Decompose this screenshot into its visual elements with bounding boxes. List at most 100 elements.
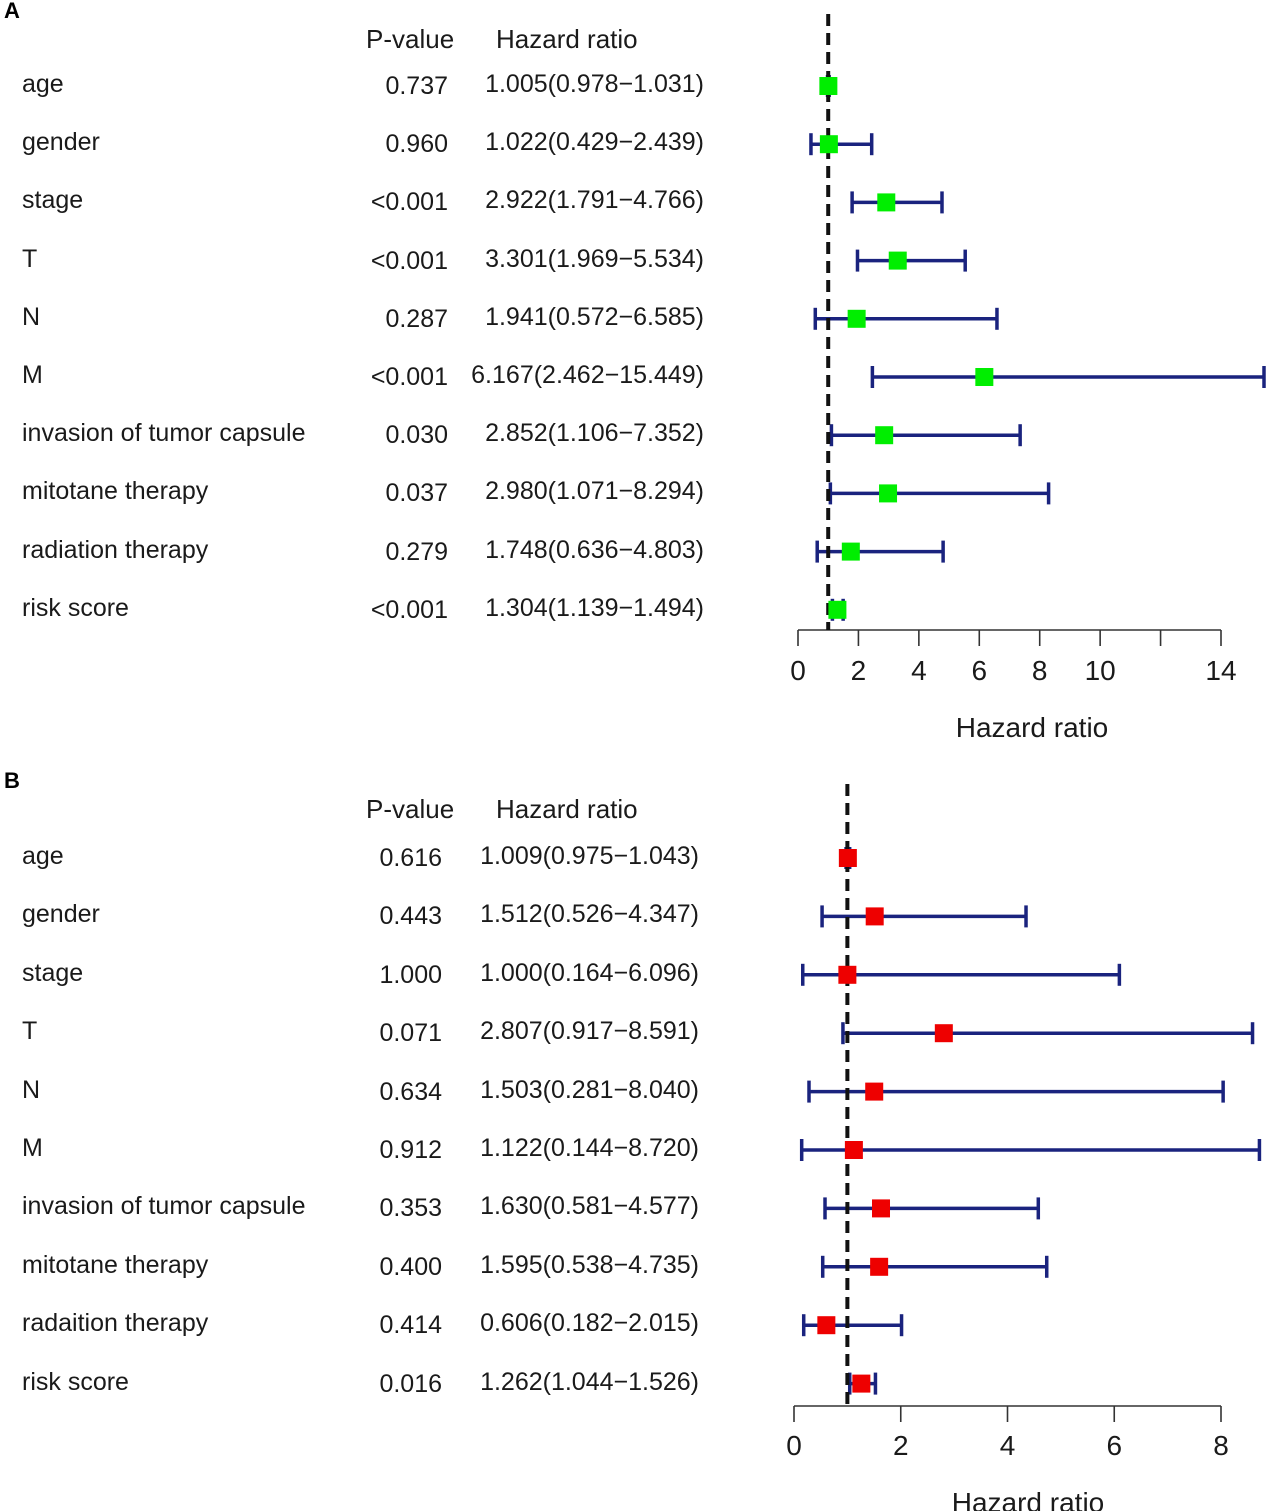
pvalue-cell: 0.616 [379,844,442,872]
hazard-ratio-cell: 1.630(0.581−4.577) [480,1192,699,1221]
hazard-ratio-marker [838,849,857,867]
table-row: gender 0.960 1.022(0.429−2.439) [0,128,760,168]
hazard-ratio-marker [847,309,866,328]
hazard-ratio-marker [934,1024,953,1043]
pvalue-cell: 0.634 [379,1077,442,1106]
variable-label: N [22,1075,41,1104]
pvalue-cell: 0.414 [379,1311,442,1340]
pvalue-cell: 0.443 [379,902,442,931]
forest-plot-panel-b: B P-value Hazard ratio age 0.616 1.009(0.9… [0,768,1267,1511]
table-row: gender 0.443 1.512(0.526−4.347) [0,900,760,940]
x-axis-title: Hazard ratio [956,712,1109,743]
pvalue-cell: 0.960 [385,130,448,159]
hazard-ratio-cell: 1.022(0.429−2.439) [485,128,704,157]
hazard-ratio-cell: 1.000(0.164−6.096) [480,958,699,987]
variable-label: M [22,361,43,389]
hazard-ratio-header: Hazard ratio [496,24,638,54]
pvalue-cell: <0.001 [370,595,448,624]
hazard-ratio-cell: 1.512(0.526−4.347) [480,900,699,929]
hazard-ratio-cell: 1.941(0.572−6.585) [485,302,704,331]
table-row: radaition therapy 0.414 0.606(0.182−2.015) [0,1309,760,1349]
hazard-ratio-cell: 1.262(1.044−1.526) [480,1367,699,1396]
pvalue-header: P-value [366,24,455,54]
hazard-ratio-cell: 1.595(0.538−4.735) [480,1250,699,1279]
hazard-ratio-marker [828,600,847,619]
pvalue-cell: 0.016 [379,1369,442,1398]
x-tick-label: 4 [1000,1430,1016,1461]
hazard-ratio-cell: 2.980(1.071−8.294) [485,477,704,506]
pvalue-cell: 0.912 [379,1136,442,1164]
x-tick-label: 6 [971,655,987,686]
x-tick-label: 8 [1213,1430,1229,1461]
variable-label: M [22,1134,43,1162]
hazard-ratio-marker [888,251,907,270]
variable-label: invasion of tumor capsule [22,419,306,448]
table-row: M 0.912 1.122(0.144−8.720) [0,1134,760,1174]
hazard-ratio-marker [844,1141,863,1159]
table-row: mitotane therapy 0.037 2.980(1.071−8.294) [0,477,760,517]
table-row: stage <0.001 2.922(1.791−4.766) [0,186,760,226]
variable-label: T [22,1017,38,1046]
hazard-ratio-marker [838,965,857,984]
panel-label: A [4,0,20,23]
table-row: T 0.071 2.807(0.917−8.591) [0,1017,760,1057]
variable-label: stage [22,186,84,215]
pvalue-cell: 0.400 [379,1252,442,1281]
hazard-ratio-marker [819,135,838,154]
hazard-ratio-cell: 2.807(0.917−8.591) [480,1017,699,1046]
variable-label: stage [22,958,84,987]
pvalue-cell: 0.353 [379,1194,442,1223]
pvalue-cell: 0.037 [385,479,448,508]
x-tick-label: 0 [786,1430,802,1461]
pvalue-cell: 1.000 [379,960,442,989]
table-row: M <0.001 6.167(2.462−15.449) [0,361,760,401]
x-tick-label: 10 [1085,655,1116,686]
hazard-ratio-cell: 1.005(0.978−1.031) [485,70,704,98]
x-tick-label: 14 [1205,655,1236,686]
hazard-ratio-cell: 3.301(1.969−5.534) [485,244,704,273]
variable-label: mitotane therapy [22,1250,209,1279]
hazard-ratio-marker [819,77,838,95]
variable-label: N [22,302,41,331]
table-row: invasion of tumor capsule 0.353 1.630(0.58… [0,1192,760,1232]
variable-label: risk score [22,593,129,622]
x-tick-label: 0 [790,655,806,686]
hazard-ratio-marker [877,193,896,212]
x-axis-title: Hazard ratio [952,1487,1105,1511]
variable-label: gender [22,128,100,157]
pvalue-cell: <0.001 [370,188,448,217]
table-row: risk score 0.016 1.262(1.044−1.526) [0,1368,760,1408]
table-row: risk score <0.001 1.304(1.139−1.494) [0,594,760,634]
hazard-ratio-marker [865,907,884,926]
hazard-ratio-marker [865,1082,884,1101]
variable-label: mitotane therapy [22,477,209,506]
variable-label: gender [22,900,100,929]
hazard-ratio-marker [975,368,994,386]
x-tick-label: 2 [893,1430,909,1461]
x-tick-label: 8 [1032,655,1048,686]
variable-label: invasion of tumor capsule [22,1192,306,1221]
pvalue-cell: <0.001 [370,363,448,391]
x-tick-label: 6 [1106,1430,1122,1461]
table-row: N 0.634 1.503(0.281−8.040) [0,1076,760,1116]
hazard-ratio-header: Hazard ratio [496,794,638,824]
hazard-ratio-cell: 0.606(0.182−2.015) [480,1309,699,1338]
hazard-ratio-marker [872,1199,891,1218]
hazard-ratio-cell: 1.748(0.636−4.803) [485,535,704,564]
variable-label: radiation therapy [22,535,209,564]
hazard-ratio-cell: 1.009(0.975−1.043) [480,842,699,870]
pvalue-cell: 0.279 [385,537,448,566]
pvalue-header: P-value [366,794,455,824]
variable-label: T [22,244,38,273]
x-tick-label: 2 [851,655,867,686]
table-row: invasion of tumor capsule 0.030 2.852(1.10… [0,419,760,459]
table-row: mitotane therapy 0.400 1.595(0.538−4.735) [0,1251,760,1291]
table-row: stage 1.000 1.000(0.164−6.096) [0,959,760,999]
hazard-ratio-marker [879,484,898,503]
hazard-ratio-marker [841,542,860,561]
forest-plot-svg: 0 2 4 6 8 10 14 Hazard ratio [790,14,1266,743]
variable-label: radaition therapy [22,1309,209,1338]
pvalue-cell: <0.001 [370,246,448,275]
table-row: T <0.001 3.301(1.969−5.534) [0,245,760,285]
forest-plot-svg: 0 2 4 6 8 Hazard ratio [786,784,1262,1511]
